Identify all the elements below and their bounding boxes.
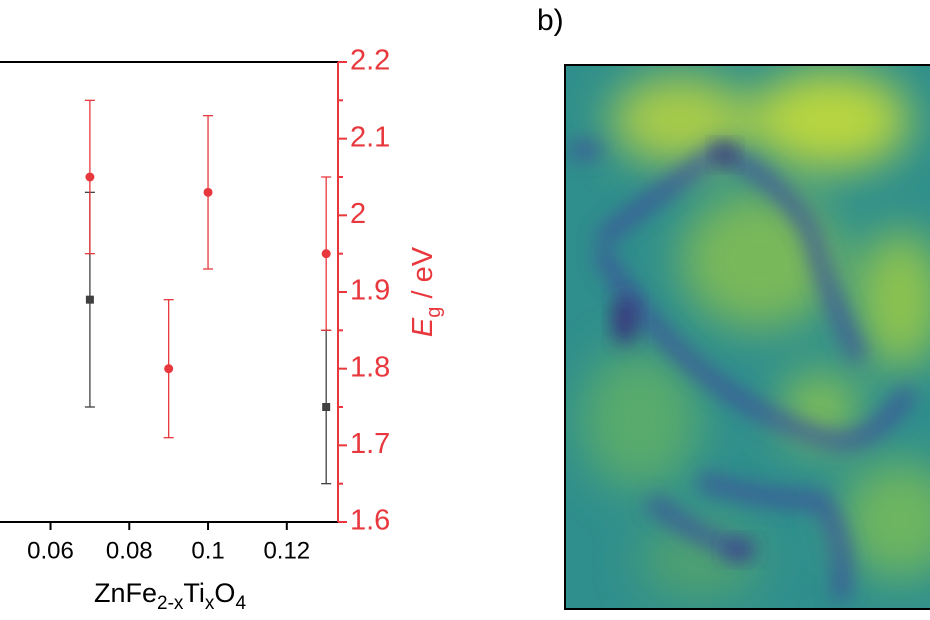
x-axis-label-part: Ti — [183, 578, 205, 608]
y2-tick-label: 2.2 — [350, 45, 390, 77]
y2-axis-label-part: g — [423, 307, 445, 318]
x-tick-label: 0.12 — [263, 537, 310, 564]
panel-label: b) — [537, 4, 564, 37]
x-axis-label-part: ZnFe — [94, 578, 157, 608]
point — [85, 172, 95, 182]
map-image — [565, 65, 930, 609]
y2-tick-label: 2 — [350, 198, 366, 230]
y2-axis-label: Eg / eV — [407, 246, 445, 337]
y2-tick-label: 2.1 — [350, 121, 390, 153]
y2-tick-label: 1.9 — [350, 275, 390, 307]
x-axis-label-part: 4 — [235, 593, 246, 614]
point — [321, 249, 331, 259]
map-frame — [564, 64, 930, 610]
y2-tick-label: 1.8 — [350, 351, 390, 383]
point — [322, 403, 331, 411]
x-axis-label: ZnFe2-xTixO4 — [94, 578, 246, 614]
y2-axis-label-part: / eV — [407, 246, 439, 306]
x-tick-label: 0.08 — [106, 537, 153, 564]
x-tick-label: 0.1 — [191, 537, 224, 564]
x-tick-label: 0.06 — [27, 537, 74, 564]
x-axis-label-part: 2-x — [157, 593, 184, 614]
x-axis-label-part: O — [214, 578, 235, 608]
y2-axis-label-part: E — [407, 317, 439, 337]
point — [85, 295, 94, 304]
x-axis-label-part: x — [205, 593, 215, 614]
y2-tick-label: 1.6 — [350, 505, 390, 537]
point — [164, 364, 174, 374]
point — [203, 187, 213, 197]
y2-tick-label: 1.7 — [350, 428, 390, 460]
